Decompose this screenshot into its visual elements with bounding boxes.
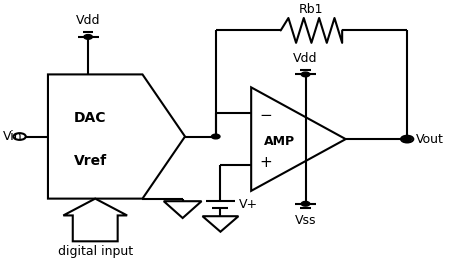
Text: DAC: DAC: [74, 111, 107, 125]
Circle shape: [301, 201, 310, 206]
Polygon shape: [64, 199, 127, 241]
Polygon shape: [202, 216, 238, 232]
Text: Vout: Vout: [416, 133, 444, 146]
Text: Vdd: Vdd: [76, 14, 100, 27]
Circle shape: [84, 35, 92, 39]
Text: Vref: Vref: [74, 154, 107, 168]
Text: Rb1: Rb1: [299, 3, 324, 16]
Text: −: −: [260, 108, 273, 123]
Circle shape: [211, 134, 220, 139]
Text: Vin: Vin: [3, 130, 23, 143]
Text: Vss: Vss: [295, 214, 316, 227]
Circle shape: [301, 72, 310, 77]
Text: +: +: [260, 155, 273, 170]
Text: Vdd: Vdd: [293, 51, 318, 65]
Text: digital input: digital input: [58, 245, 133, 258]
Circle shape: [403, 137, 411, 142]
Polygon shape: [251, 87, 346, 191]
Text: V+: V+: [239, 198, 258, 211]
Text: AMP: AMP: [264, 135, 295, 148]
Polygon shape: [48, 74, 185, 199]
Polygon shape: [164, 201, 201, 218]
